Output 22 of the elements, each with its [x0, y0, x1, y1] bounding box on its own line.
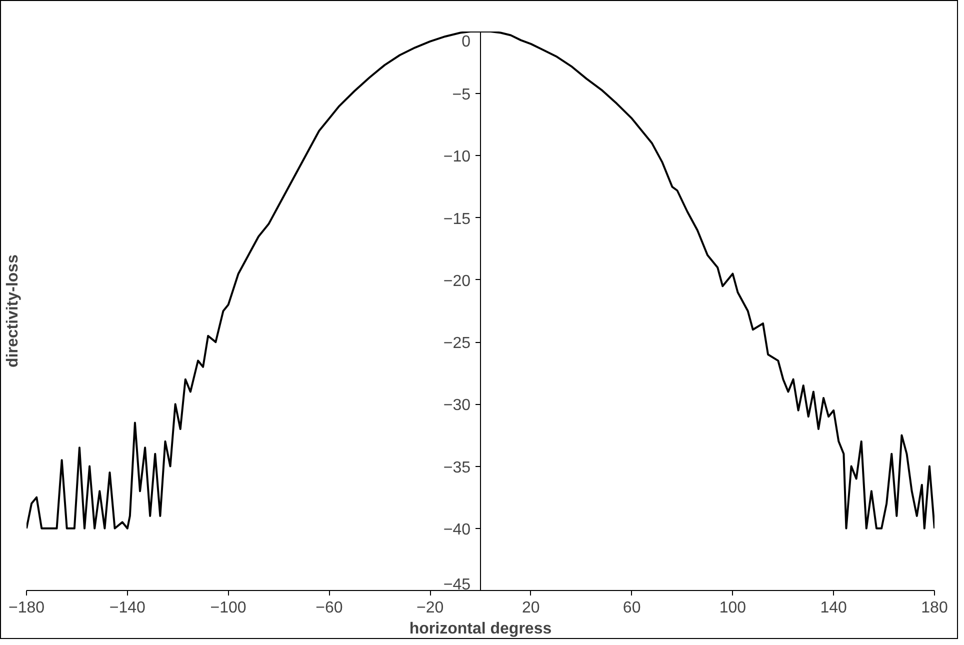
y-tick-label: −20	[443, 272, 471, 290]
x-tick-label: 180	[921, 600, 948, 616]
y-tick-label: −5	[452, 86, 471, 104]
x-tick-label: −180	[8, 600, 45, 616]
x-tick-label: 100	[719, 600, 746, 616]
x-axis-title: horizontal degress	[409, 620, 552, 638]
x-tick-label: 140	[820, 600, 848, 616]
y-tick-label: −35	[443, 459, 471, 476]
y-axis-title: directivity-loss	[4, 254, 22, 368]
y-tick-label: −25	[443, 335, 471, 352]
x-tick-label: −100	[210, 600, 246, 616]
x-tick-label: 60	[622, 600, 641, 616]
x-tick-label: −140	[109, 600, 146, 616]
x-tick-label: 20	[522, 600, 540, 616]
y-tick-label: −45	[443, 576, 471, 594]
y-tick-label: −10	[443, 148, 471, 166]
x-tick-label: −60	[316, 600, 343, 616]
y-tick-label: 0	[462, 34, 471, 50]
y-tick-label: −40	[443, 521, 471, 538]
y-tick-label: −15	[443, 210, 471, 228]
x-tick-label: −20	[416, 600, 444, 616]
y-tick-label: −30	[443, 397, 471, 414]
